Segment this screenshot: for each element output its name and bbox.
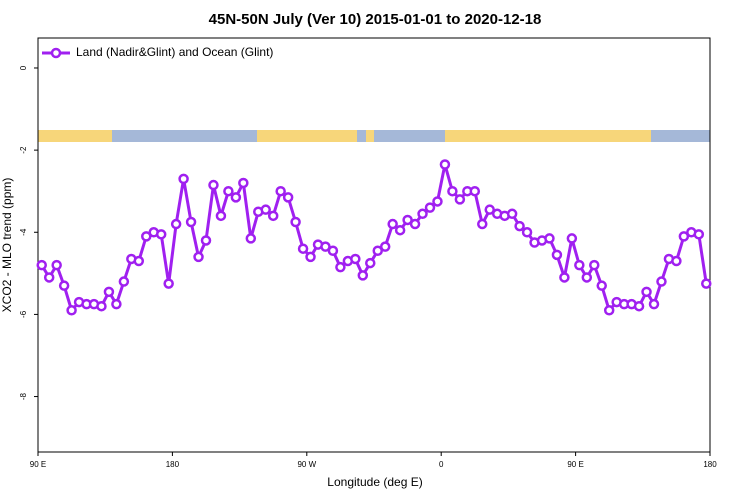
data-point bbox=[223, 185, 234, 197]
land-ocean-strip bbox=[38, 130, 710, 142]
y-tick-label: -2 bbox=[19, 146, 28, 154]
data-point bbox=[163, 278, 174, 289]
data-point bbox=[439, 159, 451, 170]
legend-marker bbox=[50, 47, 62, 59]
x-tick-label: 90 E bbox=[30, 460, 46, 469]
data-point bbox=[574, 259, 585, 271]
plot-frame bbox=[37, 37, 711, 453]
data-point bbox=[141, 231, 152, 242]
data-point bbox=[581, 272, 593, 283]
y-tick-label: -6 bbox=[19, 310, 28, 318]
data-point bbox=[656, 276, 667, 287]
data-point bbox=[215, 210, 227, 222]
data-point bbox=[379, 241, 391, 252]
data-point bbox=[365, 257, 376, 269]
data-point bbox=[506, 208, 518, 220]
data-point bbox=[544, 233, 555, 244]
data-point bbox=[43, 272, 55, 283]
data-point bbox=[335, 261, 346, 273]
data-point bbox=[245, 233, 257, 244]
data-point bbox=[230, 192, 242, 203]
data-point bbox=[387, 218, 398, 230]
data-point bbox=[297, 243, 309, 254]
data-point bbox=[350, 253, 361, 265]
data-point bbox=[193, 251, 204, 263]
data-point bbox=[603, 305, 615, 316]
data-point bbox=[200, 235, 212, 246]
data-point bbox=[290, 216, 301, 228]
data-point bbox=[432, 196, 443, 207]
data-point bbox=[551, 249, 563, 261]
y-tick-label: 0 bbox=[19, 65, 28, 70]
data-point bbox=[96, 300, 107, 312]
x-axis-label: Longitude (deg E) bbox=[327, 475, 422, 489]
data-point bbox=[693, 229, 705, 240]
data-point bbox=[521, 227, 533, 238]
data-point bbox=[260, 204, 271, 215]
y-tick-label: -4 bbox=[19, 228, 28, 236]
data-point bbox=[484, 204, 495, 215]
data-point bbox=[566, 233, 578, 244]
data-point bbox=[327, 245, 339, 256]
data-point bbox=[103, 286, 115, 298]
data-point bbox=[155, 229, 167, 240]
data-point bbox=[208, 179, 219, 191]
y-axis-label: XCO2 - MLO trend (ppm) bbox=[0, 178, 14, 313]
data-point bbox=[51, 259, 62, 271]
data-point bbox=[477, 218, 488, 230]
data-point bbox=[170, 218, 182, 230]
data-point bbox=[402, 214, 413, 226]
data-point bbox=[678, 231, 690, 242]
data-point bbox=[178, 173, 189, 185]
x-tick-label: 180 bbox=[703, 460, 717, 469]
data-point bbox=[275, 185, 286, 197]
chart-title: 45N-50N July (Ver 10) 2015-01-01 to 2020… bbox=[209, 11, 542, 28]
data-point bbox=[514, 220, 525, 232]
data-point bbox=[648, 298, 660, 310]
data-point bbox=[394, 224, 406, 236]
x-tick-label: 90 E bbox=[567, 460, 583, 469]
data-point bbox=[282, 192, 294, 203]
data-point bbox=[320, 241, 331, 252]
data-point bbox=[641, 286, 652, 298]
data-point bbox=[133, 255, 145, 267]
data-point bbox=[596, 280, 607, 291]
y-tick-label: -8 bbox=[19, 392, 28, 400]
data-point bbox=[559, 272, 570, 283]
x-tick-label: 0 bbox=[439, 460, 444, 469]
data-point bbox=[633, 300, 645, 312]
data-point bbox=[409, 218, 421, 230]
data-point bbox=[66, 305, 77, 316]
data-point bbox=[417, 208, 428, 220]
data-point bbox=[454, 194, 466, 205]
data-point bbox=[238, 177, 249, 189]
data-point bbox=[671, 255, 682, 267]
data-point bbox=[36, 259, 47, 271]
data-point bbox=[118, 276, 130, 287]
data-point bbox=[701, 278, 712, 289]
data-point bbox=[267, 210, 279, 222]
x-tick-label: 180 bbox=[166, 460, 180, 469]
data-point bbox=[58, 280, 70, 291]
x-tick-label: 90 W bbox=[297, 460, 316, 469]
data-point bbox=[469, 185, 481, 197]
data-point bbox=[305, 251, 316, 263]
data-point bbox=[357, 270, 369, 281]
data-point bbox=[424, 202, 436, 213]
legend-label: Land (Nadir&Glint) and Ocean (Glint) bbox=[76, 45, 273, 59]
data-point bbox=[111, 298, 122, 310]
data-point bbox=[447, 185, 458, 197]
data-point bbox=[185, 216, 197, 228]
data-point bbox=[589, 259, 600, 271]
data-point bbox=[372, 245, 383, 256]
